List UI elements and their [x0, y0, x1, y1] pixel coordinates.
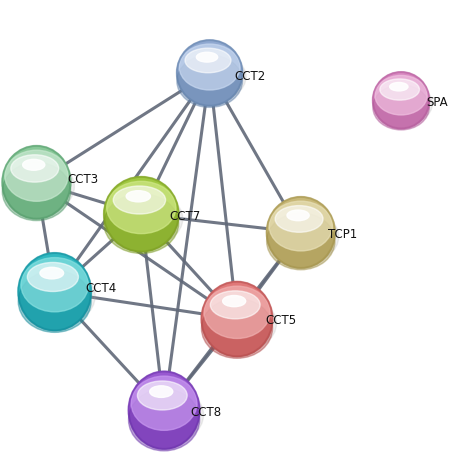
Ellipse shape	[196, 52, 218, 62]
Ellipse shape	[18, 267, 95, 325]
Ellipse shape	[150, 386, 173, 397]
Text: CCT7: CCT7	[170, 210, 201, 222]
Text: SPA: SPA	[426, 96, 448, 109]
Ellipse shape	[128, 372, 200, 449]
Ellipse shape	[185, 48, 231, 73]
Ellipse shape	[129, 386, 203, 444]
Ellipse shape	[2, 162, 71, 220]
Ellipse shape	[380, 79, 419, 100]
Ellipse shape	[201, 299, 273, 358]
Ellipse shape	[275, 206, 323, 232]
Ellipse shape	[104, 177, 179, 252]
Ellipse shape	[40, 267, 64, 279]
Ellipse shape	[179, 44, 240, 90]
Ellipse shape	[177, 40, 243, 106]
Ellipse shape	[267, 210, 339, 264]
Text: CCT5: CCT5	[265, 314, 296, 328]
Ellipse shape	[131, 376, 197, 430]
Ellipse shape	[390, 82, 408, 91]
Ellipse shape	[266, 213, 335, 270]
Ellipse shape	[202, 295, 276, 352]
Ellipse shape	[5, 150, 68, 201]
Ellipse shape	[373, 72, 429, 128]
Ellipse shape	[287, 210, 309, 221]
Ellipse shape	[113, 186, 165, 214]
Ellipse shape	[2, 146, 71, 219]
Ellipse shape	[23, 159, 45, 170]
Ellipse shape	[266, 197, 335, 268]
Ellipse shape	[373, 82, 432, 125]
Text: CCT3: CCT3	[67, 173, 99, 186]
Ellipse shape	[177, 55, 243, 108]
Ellipse shape	[104, 191, 183, 247]
Ellipse shape	[126, 191, 150, 202]
Ellipse shape	[104, 194, 179, 254]
Ellipse shape	[373, 85, 429, 130]
Ellipse shape	[21, 257, 89, 312]
Ellipse shape	[201, 282, 273, 356]
Ellipse shape	[18, 253, 91, 330]
Ellipse shape	[107, 182, 176, 234]
Ellipse shape	[3, 159, 74, 214]
Ellipse shape	[204, 286, 270, 338]
Text: TCP1: TCP1	[328, 228, 357, 241]
Ellipse shape	[27, 263, 78, 292]
Ellipse shape	[177, 52, 246, 101]
Ellipse shape	[18, 270, 91, 332]
Ellipse shape	[375, 75, 427, 115]
Ellipse shape	[269, 201, 332, 251]
Ellipse shape	[137, 381, 187, 410]
Ellipse shape	[11, 155, 59, 182]
Ellipse shape	[128, 389, 200, 451]
Text: CCT2: CCT2	[235, 70, 266, 83]
Text: CCT4: CCT4	[86, 282, 117, 294]
Ellipse shape	[210, 291, 260, 319]
Ellipse shape	[223, 295, 246, 307]
Text: CCT8: CCT8	[191, 406, 222, 419]
